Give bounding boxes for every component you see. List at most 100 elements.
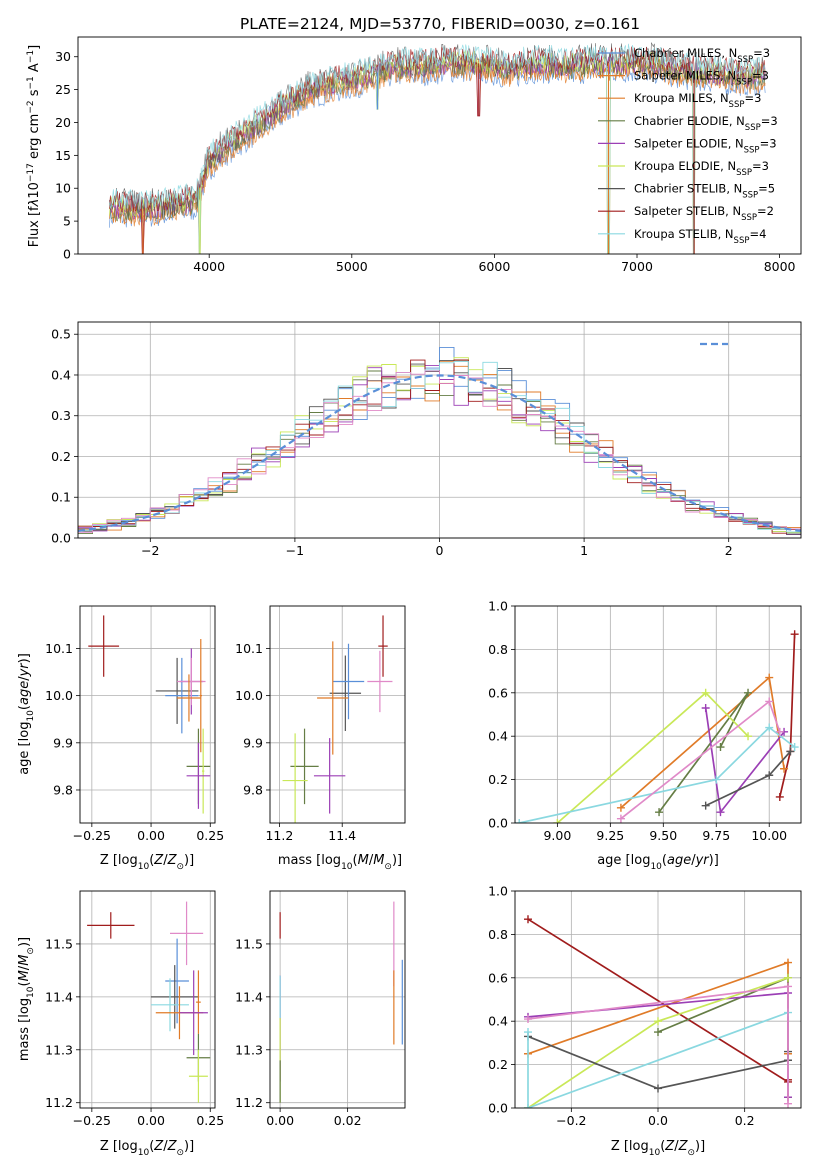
y-tick-label: 9.9 <box>243 735 263 750</box>
weight-marker <box>784 958 792 967</box>
label-script: −17 <box>26 163 36 182</box>
weight-line <box>620 700 781 820</box>
label-part: Kroupa ELODIE, N <box>634 159 736 173</box>
x-tick-label: −2 <box>141 543 159 558</box>
weight-marker <box>654 1017 662 1026</box>
legend-entry: Salpeter ELODIE, NSSP=3 <box>634 136 777 155</box>
weight-marker <box>616 814 625 823</box>
x-tick-label: 5000 <box>336 259 368 274</box>
label-part: ( <box>149 853 154 868</box>
weight-marker <box>775 792 784 801</box>
y-tick-label: 11.2 <box>235 1095 263 1110</box>
normal-curve <box>78 374 801 532</box>
label-part: age <box>17 681 32 705</box>
y-tick-label: 15 <box>55 148 71 163</box>
label-part: )] <box>184 1139 194 1154</box>
label-script: SSP <box>736 168 752 178</box>
label-part: mass [log <box>17 998 32 1061</box>
x-tick-label: 9.50 <box>649 828 677 843</box>
y-tick-label: 0.0 <box>51 531 71 546</box>
legend-entry: Chabrier ELODIE, NSSP=3 <box>634 114 778 133</box>
x-tick-label: 9.00 <box>543 828 571 843</box>
y-axis-label: age [log10(age/yr)] <box>17 653 36 775</box>
y-tick-label: 0.6 <box>488 970 508 985</box>
age_vs_Z-panel: −0.25 0.00 0.259.89.910.010.1Z [log10(Z/Z⊙… <box>17 605 224 872</box>
weight-marker <box>786 747 795 756</box>
legend-entry: Kroupa STELIB, NSSP=4 <box>634 227 766 246</box>
legend-entry: Kroupa ELODIE, NSSP=3 <box>634 159 769 178</box>
x-tick-label: 0.25 <box>196 828 224 843</box>
label-script: 10 <box>26 710 36 722</box>
label-part: )] <box>17 653 32 663</box>
y-tick-label: 10.0 <box>235 688 263 703</box>
weight-marker <box>775 727 784 736</box>
label-script: SSP <box>737 55 753 65</box>
label-part: / <box>691 853 696 868</box>
label-script: SSP <box>734 236 750 246</box>
label-part: )] <box>695 1139 705 1154</box>
y-axis-label: Flux [fλ10−17 erg cm−2 s−1 A−1] <box>26 45 42 247</box>
weight-marker <box>716 808 725 817</box>
y-tick-label: 0.8 <box>488 927 508 942</box>
legend-entry: Chabrier STELIB, NSSP=5 <box>634 182 775 201</box>
label-part: =3 <box>761 114 778 128</box>
massweight_vs_Z-panel: −0.2 0.0 0.20.00.20.40.60.81.0Z [log10(Z/Z… <box>488 884 802 1158</box>
weight-marker <box>784 982 792 991</box>
label-part: Z <box>167 1139 178 1154</box>
x-axis-label: age [log10(age/yr)] <box>597 853 719 872</box>
label-part: / <box>163 1139 168 1154</box>
label-script: SSP <box>729 100 745 110</box>
label-part: )] <box>17 937 32 947</box>
massweight_vs_Z-plot-area <box>524 915 792 1108</box>
mass_vs_Z-plot-area <box>87 901 211 1103</box>
label-script: SSP <box>744 145 760 155</box>
y-tick-label: 10.1 <box>235 641 263 656</box>
label-script: 10 <box>650 862 662 872</box>
weight-marker <box>790 630 799 639</box>
histogram-step <box>78 360 801 535</box>
legend-entry: Chabrier MILES, NSSP=3 <box>634 46 770 65</box>
label-part: ] <box>27 45 42 50</box>
label-part: )] <box>392 853 402 868</box>
label-part: age [log <box>17 722 32 775</box>
y-tick-label: 0.2 <box>51 449 71 464</box>
label-part: age <box>667 853 691 868</box>
y-tick-label: 11.4 <box>45 989 73 1004</box>
figure-title: PLATE=2124, MJD=53770, FIBERID=0030, z=0… <box>240 15 640 33</box>
weight-marker <box>655 808 664 817</box>
label-part: Z [log <box>100 1139 138 1154</box>
label-part: Z <box>678 1139 689 1154</box>
label-part: Kroupa MILES, N <box>634 91 729 105</box>
label-part: Salpeter MILES, N <box>634 69 736 83</box>
legend-entry: Kroupa MILES, NSSP=3 <box>634 91 761 110</box>
label-part: 10 <box>27 182 42 199</box>
x-axis-label: Z [log10(Z/Z⊙)] <box>100 1139 194 1158</box>
axes-frame <box>269 605 406 824</box>
label-part: M <box>17 955 32 966</box>
x-tick-label: 0 <box>436 543 444 558</box>
x-axis-label: Z [log10(Z/Z⊙)] <box>611 1139 705 1158</box>
weight-marker <box>790 743 799 752</box>
y-tick-label: 11.2 <box>45 1095 73 1110</box>
label-part: =5 <box>758 182 775 196</box>
weight-marker <box>553 819 562 823</box>
label-part: λ <box>27 199 42 208</box>
x-tick-label: −0.25 <box>73 828 111 843</box>
x-tick-label: 9.25 <box>596 828 624 843</box>
y-tick-label: 0 <box>63 247 71 262</box>
weight-marker <box>744 688 753 697</box>
x-axis-label: mass [log10(M/M⊙)] <box>278 853 402 872</box>
histogram-step <box>78 370 801 533</box>
weight-marker <box>716 743 725 752</box>
axes-frame <box>77 321 802 539</box>
label-part: Z <box>664 1139 675 1154</box>
spectrum-line <box>109 43 766 254</box>
label-script: SSP <box>741 213 757 223</box>
weight-marker <box>524 1104 532 1108</box>
x-tick-label: 0.0 <box>648 1113 668 1128</box>
label-part: =3 <box>752 159 769 173</box>
weight-marker <box>765 723 774 732</box>
label-part: yr <box>695 853 711 868</box>
spectrum-panel: 4000 5000 6000 7000 8000 0 5 10 15 20 25 30 Chabrier… <box>26 36 802 274</box>
axes-frame <box>79 605 216 824</box>
